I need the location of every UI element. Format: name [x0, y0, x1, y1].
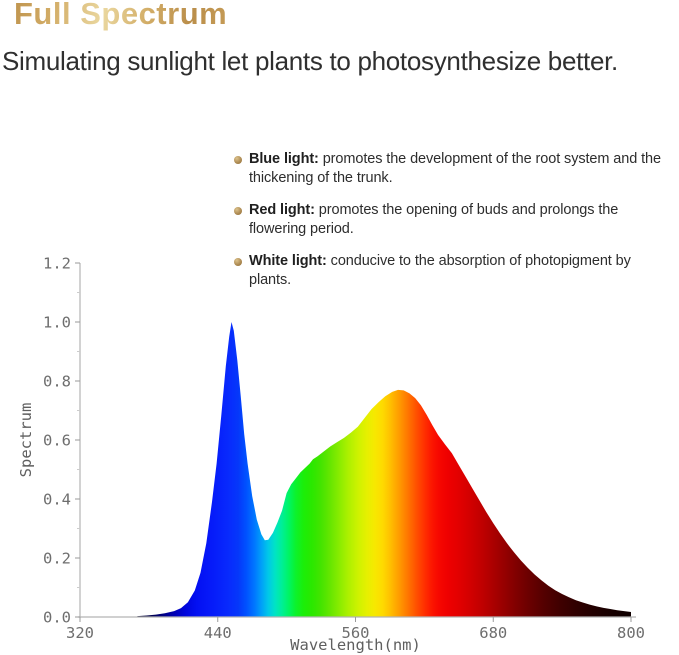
list-item-text: White light: conducive to the absorption… [249, 252, 670, 290]
list-item-white-light: White light: conducive to the absorption… [234, 252, 670, 290]
list-item-label: Red light: [249, 202, 315, 218]
bullet-icon [234, 207, 242, 215]
spectrum-area [137, 322, 631, 617]
x-tick-label: 800 [617, 624, 645, 642]
y-tick-label: 0.2 [43, 550, 71, 568]
light-benefits-list: Blue light: promotes the development of … [234, 150, 670, 303]
y-tick-label: 0.0 [43, 609, 71, 627]
y-tick-label: 0.4 [43, 491, 71, 509]
list-item-body: promotes the opening of buds and prolong… [249, 202, 619, 237]
y-tick-label: 1.2 [43, 255, 71, 273]
list-item-body: conducive to the absorption of photopigm… [249, 253, 631, 288]
x-axis-title: Wavelength(nm) [290, 636, 421, 654]
subtitle: Simulating sunlight let plants to photos… [2, 46, 618, 76]
bullet-icon [234, 156, 242, 164]
list-item-text: Red light: promotes the opening of buds … [249, 201, 670, 239]
list-item-text: Blue light: promotes the development of … [249, 150, 670, 188]
x-tick-label: 680 [479, 624, 507, 642]
list-item-label: White light: [249, 253, 327, 269]
y-tick-label: 0.6 [43, 432, 71, 450]
list-item-blue-light: Blue light: promotes the development of … [234, 150, 670, 188]
y-axis-title: Spectrum [17, 403, 35, 478]
x-tick-label: 440 [204, 624, 232, 642]
x-tick-label: 560 [342, 624, 370, 642]
list-item-body: promotes the development of the root sys… [249, 151, 661, 186]
list-item-red-light: Red light: promotes the opening of buds … [234, 201, 670, 239]
y-tick-label: 0.8 [43, 373, 71, 391]
bullet-icon [234, 258, 242, 266]
page-title: Full Spectrum [14, 0, 227, 32]
x-tick-label: 320 [66, 624, 94, 642]
list-item-label: Blue light: [249, 151, 319, 167]
y-tick-label: 1.0 [43, 314, 71, 332]
